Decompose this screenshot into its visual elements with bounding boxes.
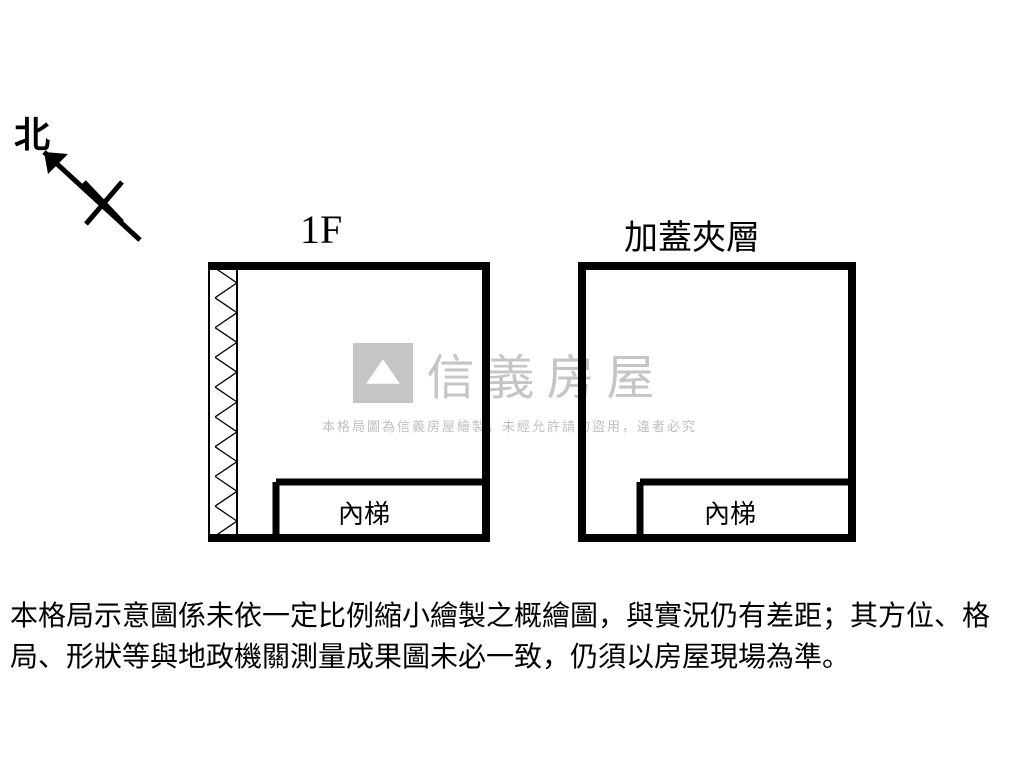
floor-label-1f: 1F — [300, 206, 342, 253]
north-arrow-icon — [22, 138, 154, 248]
zigzag-wall-icon — [215, 268, 237, 536]
stair-mezz-label: 內梯 — [704, 494, 756, 531]
stair-1f-label: 內梯 — [338, 494, 390, 531]
disclaimer-text: 本格局示意圖係未依一定比例縮小繪製之概繪圖，與實況仍有差距；其方位、格局、形狀等… — [10, 596, 1014, 677]
floor-label-mezz: 加蓋夾層 — [624, 210, 760, 259]
floorplan-canvas: 北 信義房屋 本格局圖為信義房屋繪製，未經允許請勿盜用，違者必究 1F — [0, 0, 1024, 768]
